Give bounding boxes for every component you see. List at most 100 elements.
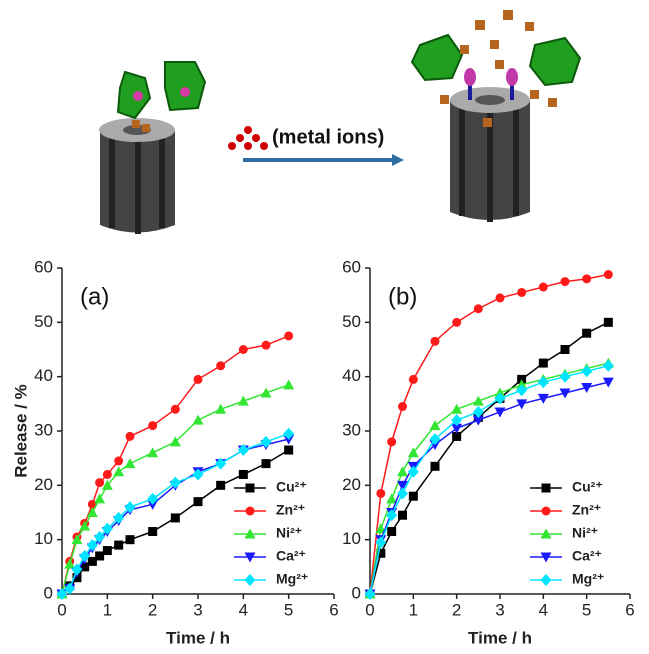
y-tick-label: 0 [352, 583, 361, 602]
marker [239, 470, 248, 479]
y-tick-label: 50 [34, 312, 53, 331]
x-tick-label: 0 [365, 600, 374, 619]
legend-label: Cu²⁺ [572, 479, 603, 495]
y-axis-label: Release / % [11, 384, 30, 478]
ion-label: (metal ions) [272, 126, 384, 148]
y-tick-label: 20 [342, 475, 361, 494]
marker [95, 551, 104, 560]
ion [236, 134, 244, 142]
panel-label: (b) [388, 283, 417, 310]
y-tick-label: 30 [342, 420, 361, 439]
y-tick-label: 20 [34, 475, 53, 494]
x-axis-label: Time / h [166, 628, 230, 647]
marker [95, 478, 104, 487]
pore [475, 95, 505, 105]
y-tick-label: 50 [342, 312, 361, 331]
marker [604, 318, 613, 327]
x-tick-label: 3 [193, 600, 202, 619]
marker [126, 535, 135, 544]
arrow-head [392, 154, 404, 166]
panel-label: (a) [80, 283, 109, 310]
ion [252, 134, 260, 142]
x-tick-label: 2 [452, 600, 461, 619]
marker [238, 396, 249, 406]
marker [216, 481, 225, 490]
marker [539, 283, 548, 292]
marker [409, 375, 418, 384]
marker [147, 447, 158, 457]
marker [387, 527, 396, 536]
cargo [142, 124, 150, 132]
y-tick-label: 0 [44, 583, 53, 602]
marker [408, 466, 419, 478]
legend-marker [246, 484, 255, 493]
hexagon-cap [412, 35, 462, 80]
legend-marker [542, 484, 551, 493]
legend-label: Ca²⁺ [276, 548, 306, 564]
x-axis-label: Time / h [468, 628, 532, 647]
stalk-head [464, 68, 476, 86]
marker [473, 396, 484, 406]
marker [215, 404, 226, 414]
marker [148, 421, 157, 430]
series-line [370, 275, 608, 594]
y-tick-label: 10 [342, 529, 361, 548]
stalk [133, 91, 143, 101]
marker [539, 359, 548, 368]
marker [604, 270, 613, 279]
legend-label: Ni²⁺ [572, 525, 598, 541]
marker [603, 360, 614, 372]
marker [262, 459, 271, 468]
marker [495, 407, 506, 417]
marker [283, 379, 294, 389]
marker [171, 513, 180, 522]
marker [194, 375, 203, 384]
marker [582, 329, 591, 338]
marker [114, 456, 123, 465]
x-tick-label: 0 [57, 600, 66, 619]
marker [430, 420, 441, 430]
marker [126, 432, 135, 441]
marker [261, 387, 272, 397]
y-tick-label: 60 [342, 257, 361, 276]
marker [283, 428, 294, 440]
legend-label: Zn²⁺ [572, 502, 601, 518]
x-tick-label: 6 [329, 600, 338, 619]
marker [397, 487, 408, 499]
figure: (metal ions) 01020304050600123456Time / … [0, 0, 649, 654]
x-tick-label: 4 [539, 600, 548, 619]
marker [114, 541, 123, 550]
stalk-head [506, 68, 518, 86]
x-tick-label: 4 [239, 600, 248, 619]
marker [284, 446, 293, 455]
ion [260, 142, 268, 150]
legend-marker [245, 574, 256, 586]
marker [103, 470, 112, 479]
marker [194, 497, 203, 506]
legend-label: Cu²⁺ [276, 479, 307, 495]
ion [244, 142, 252, 150]
marker [561, 277, 570, 286]
legend-label: Zn²⁺ [276, 502, 305, 518]
marker [387, 437, 396, 446]
marker [452, 318, 461, 327]
stalk [180, 87, 190, 97]
marker [398, 402, 407, 411]
marker [398, 511, 407, 520]
marker [103, 546, 112, 555]
marker [113, 466, 124, 476]
x-tick-label: 2 [148, 600, 157, 619]
marker [561, 345, 570, 354]
x-tick-label: 5 [582, 600, 591, 619]
cargo [132, 120, 140, 128]
hexagon-cap [165, 62, 205, 110]
y-tick-label: 10 [34, 529, 53, 548]
legend-label: Ni²⁺ [276, 525, 302, 541]
marker [409, 492, 418, 501]
legend-marker [542, 507, 551, 516]
legend-marker [246, 507, 255, 516]
marker [239, 345, 248, 354]
marker [171, 405, 180, 414]
marker [496, 293, 505, 302]
y-tick-label: 40 [342, 366, 361, 385]
